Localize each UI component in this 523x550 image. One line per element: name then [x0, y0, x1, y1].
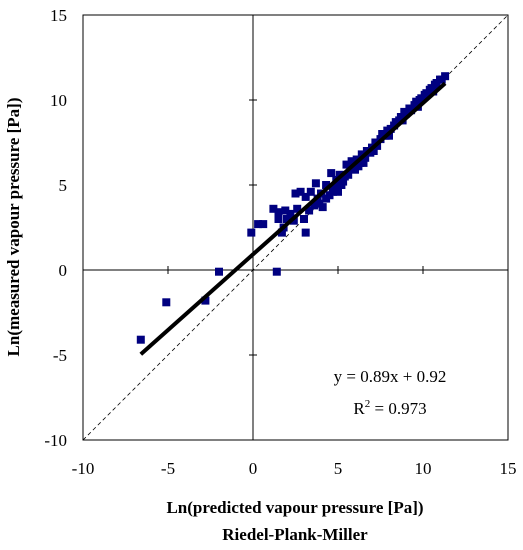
data-point — [347, 157, 356, 166]
x-tick-label: -5 — [161, 459, 175, 478]
data-point — [286, 209, 295, 218]
data-point — [322, 181, 331, 189]
data-point — [136, 335, 145, 344]
data-point — [361, 153, 370, 162]
y-tick-label: 5 — [59, 176, 68, 195]
zero-axes — [83, 15, 508, 440]
data-point — [310, 201, 319, 210]
data-point — [305, 206, 314, 215]
data-point — [272, 267, 281, 276]
equation-annotation: y = 0.89x + 0.92 — [334, 367, 447, 386]
data-point — [301, 228, 310, 237]
data-point — [281, 206, 290, 215]
data-point — [306, 187, 315, 196]
x-axis-title: Ln(predicted vapour pressure [Pa]) — [166, 498, 423, 517]
data-point — [402, 109, 410, 118]
data-point — [277, 228, 286, 237]
fit-line — [139, 81, 447, 356]
data-point — [293, 204, 302, 213]
data-point — [359, 158, 368, 167]
data-point — [247, 228, 256, 237]
data-point — [274, 208, 283, 217]
data-point — [311, 179, 320, 188]
data-point — [259, 220, 268, 229]
y-tick-label: 0 — [59, 261, 68, 280]
data-point — [330, 182, 339, 191]
x-tick-label: 15 — [500, 459, 517, 478]
data-point — [296, 187, 305, 196]
x-tick-label: 5 — [334, 459, 343, 478]
data-point — [283, 215, 291, 223]
data-point — [315, 199, 324, 208]
data-point — [342, 160, 351, 169]
data-point — [328, 187, 337, 196]
data-point — [339, 177, 348, 186]
data-point — [274, 215, 283, 223]
data-point — [162, 298, 171, 307]
data-point — [201, 296, 210, 305]
fit-line-group — [139, 81, 447, 356]
x-tick-labels: -10 -5 0 5 10 15 — [72, 459, 517, 478]
data-point — [269, 204, 278, 213]
data-point — [327, 169, 336, 178]
plot-frame — [82, 14, 509, 441]
plot-area — [82, 14, 509, 441]
data-point — [441, 72, 450, 81]
x-tick-label: 10 — [415, 459, 432, 478]
y-axis-title: Ln(measured vapour pressure [Pa]) — [4, 98, 23, 357]
axis-ticks — [82, 14, 509, 441]
data-point — [291, 189, 300, 198]
data-point — [407, 106, 416, 115]
y-tick-label: 15 — [50, 6, 67, 25]
y-tick-label: -5 — [53, 346, 67, 365]
data-point — [301, 192, 310, 201]
data-point — [369, 147, 378, 155]
data-point — [334, 187, 342, 196]
y-tick-labels: -10 -5 0 5 10 15 — [44, 6, 67, 450]
y-tick-label: 10 — [50, 91, 67, 110]
y-tick-label: -10 — [44, 431, 67, 450]
data-points — [136, 72, 450, 344]
data-point — [215, 267, 223, 276]
data-point — [354, 162, 363, 171]
data-point — [254, 220, 263, 229]
r2-annotation: R2 = 0.973 — [353, 398, 426, 418]
x-tick-label: -10 — [72, 459, 95, 478]
x-axis-subtitle: Riedel-Plank-Miller — [222, 525, 368, 544]
x-tick-label: 0 — [249, 459, 258, 478]
data-point — [344, 170, 353, 179]
data-point — [300, 215, 308, 223]
